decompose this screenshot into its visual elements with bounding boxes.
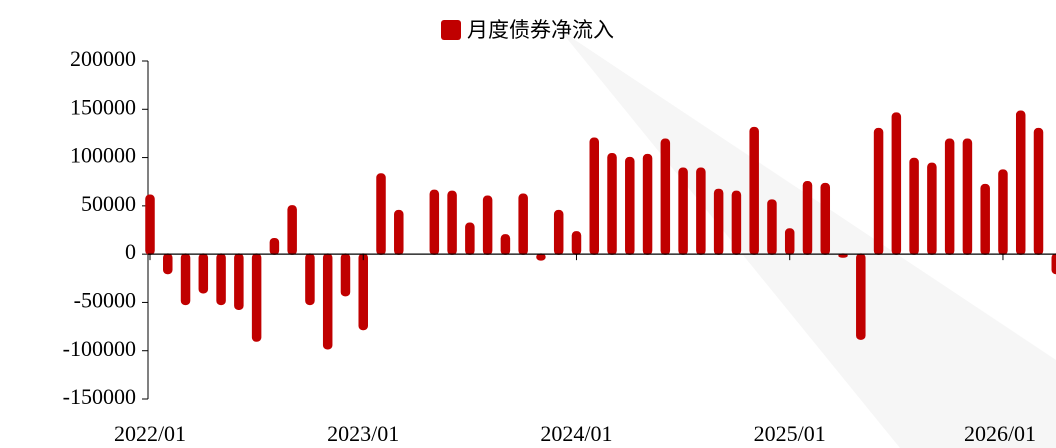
y-tick-label: 200000 <box>70 46 136 71</box>
legend-label: 月度债券净流入 <box>467 18 614 42</box>
bar <box>625 156 635 255</box>
bar <box>518 193 528 255</box>
bar <box>749 126 759 255</box>
bar <box>234 253 244 310</box>
bar <box>1051 253 1056 275</box>
y-tick-label: -100000 <box>63 336 136 361</box>
y-tick-label: 150000 <box>70 94 136 119</box>
y-tick-label: 100000 <box>70 143 136 168</box>
bar <box>163 253 173 275</box>
y-tick-label: 50000 <box>81 191 136 216</box>
bar <box>802 180 813 255</box>
bar <box>482 195 493 255</box>
bar <box>784 228 795 255</box>
bar <box>322 253 333 350</box>
bar <box>198 253 209 294</box>
bar <box>589 137 599 255</box>
x-tick-label: 2026/01 <box>964 421 1036 446</box>
bar <box>962 138 973 255</box>
bar <box>891 112 902 255</box>
bar <box>660 138 671 255</box>
bar <box>394 209 404 255</box>
bar <box>305 253 315 306</box>
bar <box>269 237 280 255</box>
bar <box>927 162 937 255</box>
bar <box>553 209 564 255</box>
bar <box>944 138 955 255</box>
bar <box>820 182 831 255</box>
bar <box>287 205 297 255</box>
bar <box>980 183 990 255</box>
bar <box>856 253 866 340</box>
bar <box>713 188 724 255</box>
bar <box>251 253 262 342</box>
x-tick-label: 2022/01 <box>114 421 186 446</box>
legend-swatch <box>441 20 461 40</box>
bar <box>465 222 475 255</box>
bar <box>873 127 884 255</box>
bar <box>767 199 777 255</box>
bar <box>429 189 440 255</box>
x-tick-label: 2023/01 <box>327 421 399 446</box>
bar <box>536 253 546 261</box>
bar <box>678 167 688 255</box>
bar <box>1015 110 1026 255</box>
bar <box>216 253 226 306</box>
x-tick-label: 2024/01 <box>540 421 612 446</box>
bar <box>1033 127 1044 255</box>
bar <box>340 253 351 297</box>
bar <box>376 173 386 255</box>
bar <box>358 253 368 331</box>
bar <box>731 190 742 255</box>
bar <box>909 157 919 255</box>
bar <box>696 167 706 255</box>
bar <box>571 231 582 255</box>
bar <box>500 234 511 255</box>
bar <box>642 153 653 255</box>
y-tick-label: -50000 <box>74 287 136 312</box>
bar <box>145 194 155 255</box>
bar <box>180 253 191 306</box>
bar <box>607 152 617 255</box>
x-tick-label: 2025/01 <box>754 421 826 446</box>
bar <box>998 169 1008 255</box>
y-tick-label: 0 <box>125 239 136 264</box>
y-tick-label: -150000 <box>63 384 136 409</box>
bar <box>447 190 457 255</box>
